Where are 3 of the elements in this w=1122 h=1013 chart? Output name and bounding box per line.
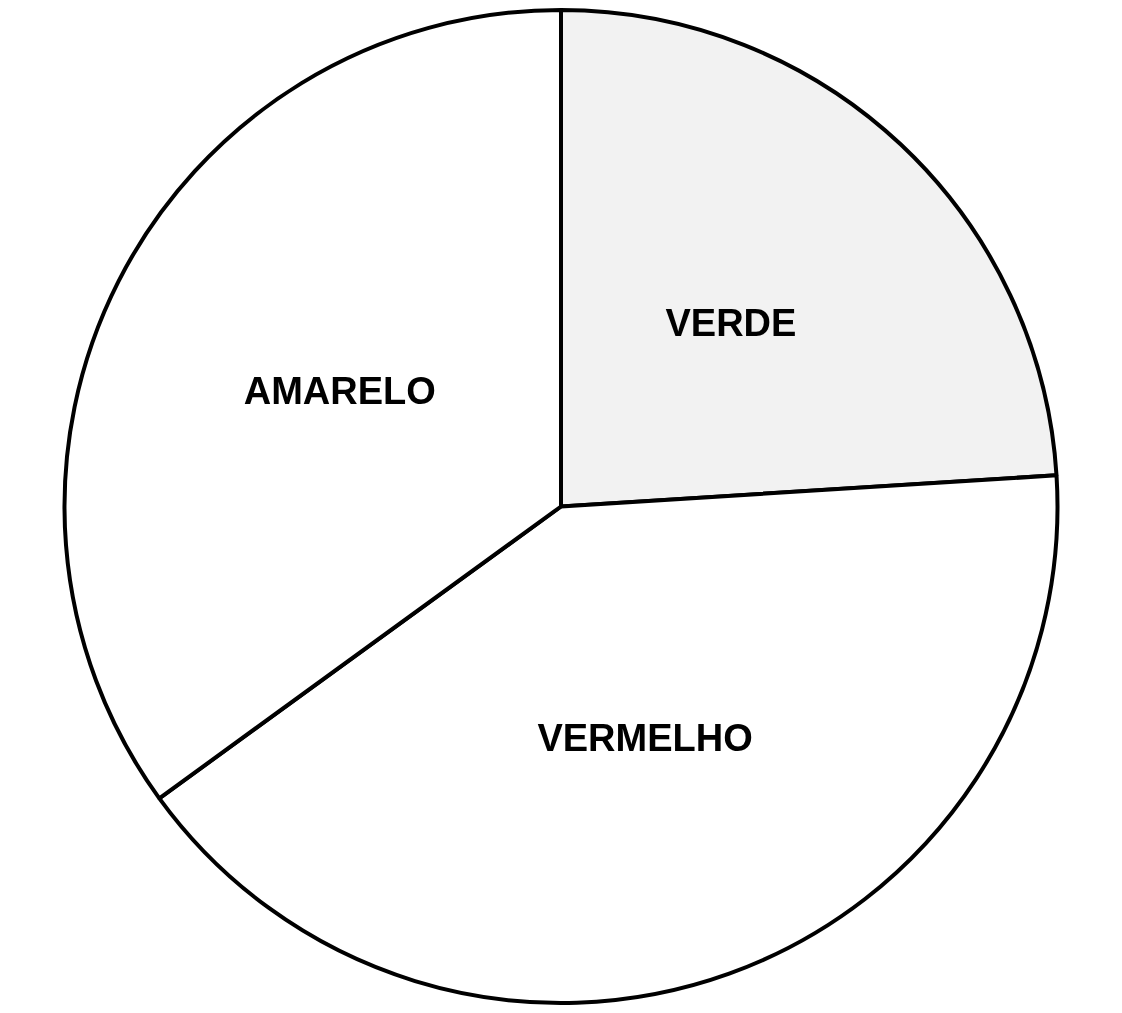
slice-label: AMARELO bbox=[243, 370, 436, 413]
slice-label: VERDE bbox=[665, 302, 797, 345]
slice-label: VERMELHO bbox=[537, 716, 753, 759]
